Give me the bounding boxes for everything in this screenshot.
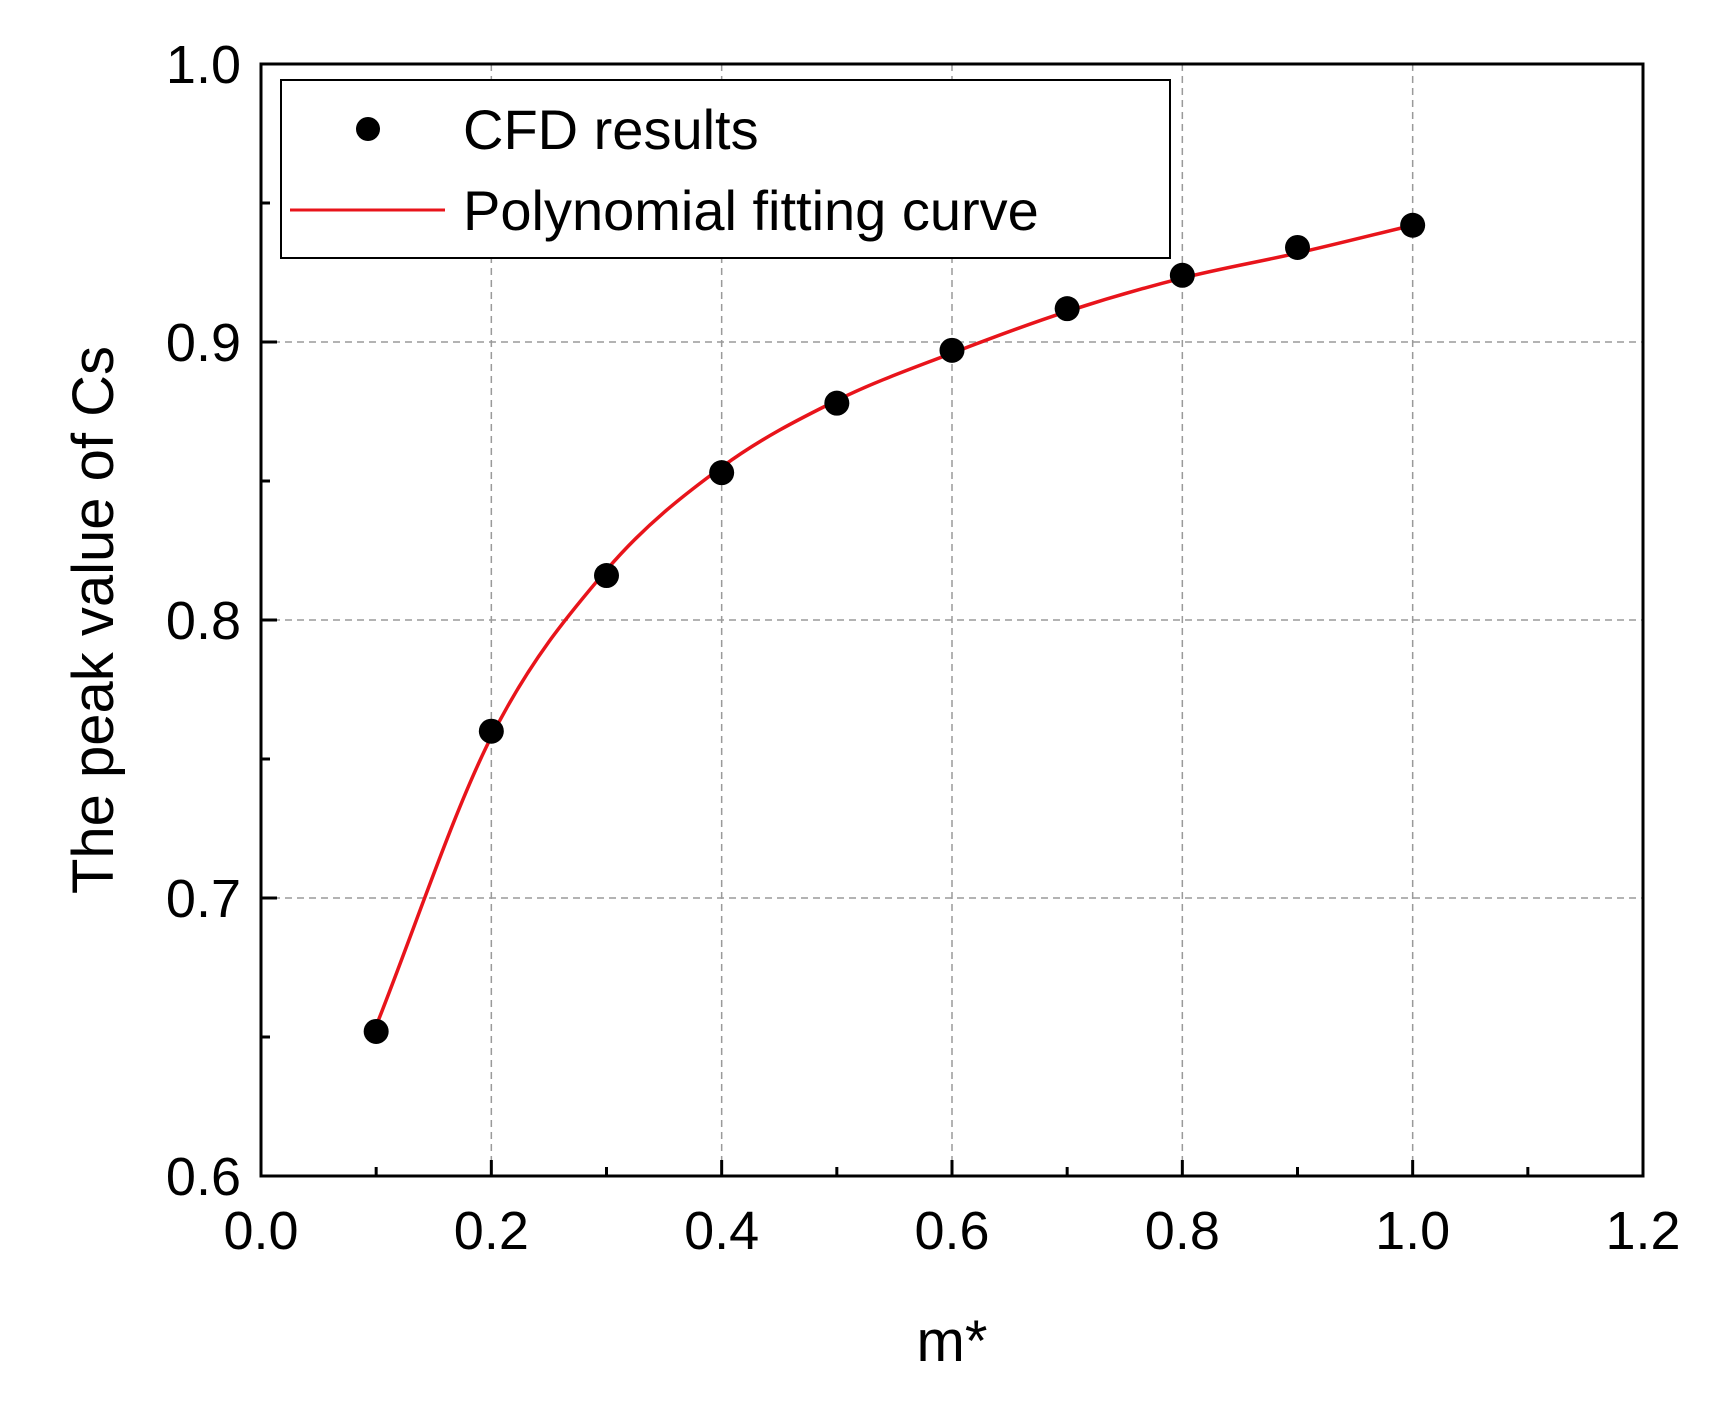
x-tick-label: 1.2 <box>1605 1201 1680 1261</box>
x-tick-label: 1.0 <box>1375 1201 1450 1261</box>
legend-marker-cfd <box>356 117 380 141</box>
x-tick-labels: 0.0 0.2 0.4 0.6 0.8 1.0 1.2 <box>223 1201 1680 1261</box>
cfd-data-point <box>1169 262 1195 288</box>
x-tick-label: 0.2 <box>454 1201 529 1261</box>
legend-box <box>280 79 1171 259</box>
x-tick-label: 0.4 <box>684 1201 759 1261</box>
y-tick-label: 0.9 <box>166 313 241 373</box>
cfd-points-layer <box>363 212 1426 1044</box>
y-tick-label: 1.0 <box>166 35 241 95</box>
x-tick-label: 0.0 <box>223 1201 298 1261</box>
cfd-data-point <box>363 1018 389 1044</box>
cfd-data-point <box>1400 212 1426 238</box>
cfd-data-point <box>478 718 504 744</box>
cfd-data-point <box>1054 296 1080 322</box>
legend-label-cfd: CFD results <box>463 98 759 161</box>
fitting-curve-layer <box>374 223 1414 1027</box>
cfd-data-point <box>594 563 619 589</box>
y-tick-labels: 0.6 0.7 0.8 0.9 1.0 <box>166 35 241 1207</box>
cfd-data-point <box>1285 234 1310 260</box>
x-axis-title: m* <box>917 1309 988 1374</box>
legend: CFD results Polynomial fitting curve <box>280 79 1171 259</box>
y-tick-label: 0.6 <box>166 1147 241 1207</box>
x-tick-label: 0.8 <box>1145 1201 1220 1261</box>
cfd-data-point <box>939 337 965 363</box>
cfd-data-point <box>824 390 850 416</box>
x-tick-label: 0.6 <box>914 1201 989 1261</box>
fitting-curve-line <box>374 223 1414 1027</box>
y-tick-label: 0.7 <box>166 869 241 929</box>
cfd-data-point <box>709 460 735 486</box>
legend-label-fit: Polynomial fitting curve <box>463 179 1039 242</box>
y-axis-title: The peak value of Cs <box>61 346 126 894</box>
axis-ticks <box>259 62 1645 1178</box>
y-tick-label: 0.8 <box>166 591 241 651</box>
